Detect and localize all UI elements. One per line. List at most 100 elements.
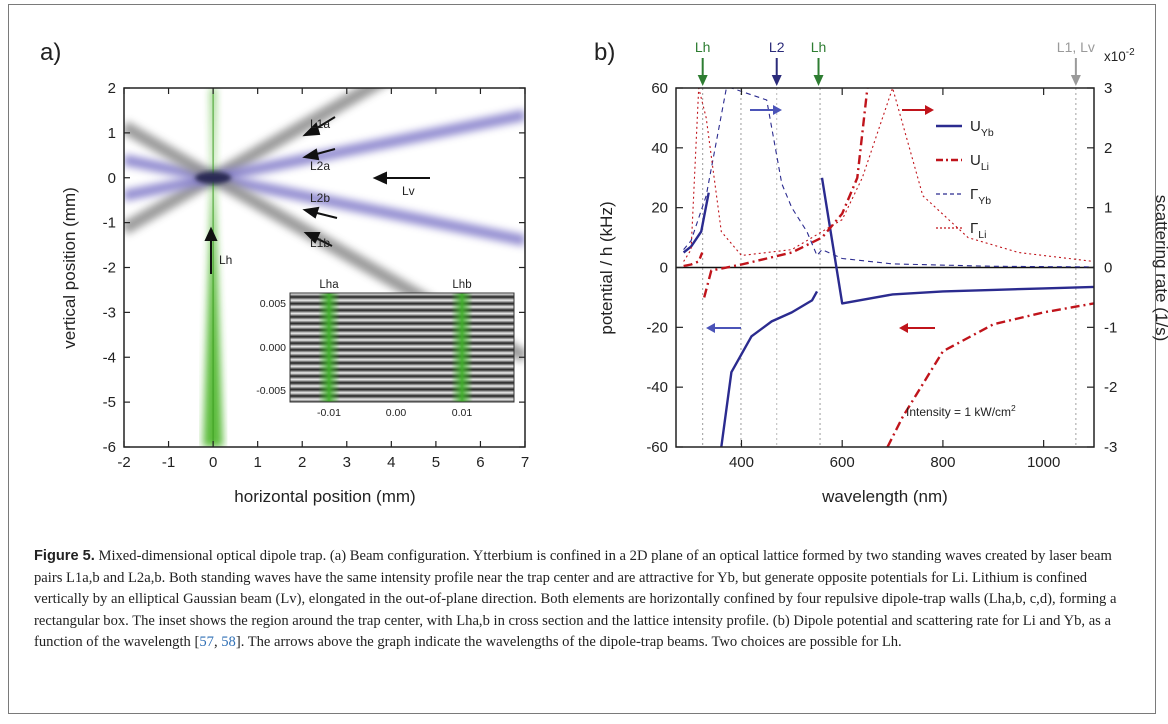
arrowhead: [1070, 75, 1081, 86]
y-tick-label: 0: [660, 260, 668, 277]
wavelength-marker-label: Lh: [695, 39, 711, 55]
x-tick-label: -1: [162, 454, 175, 471]
y-tick-label: 0: [108, 170, 116, 187]
beam-label-lh: Lh: [219, 253, 232, 267]
beam-image: [124, 88, 525, 447]
y2-tick-label: 1: [1104, 200, 1112, 217]
arrowhead: [899, 323, 908, 333]
x-tick-label: 2: [298, 454, 306, 471]
arrowhead: [302, 206, 320, 219]
reference-link[interactable]: 58: [221, 634, 236, 650]
series-u_li: [886, 302, 1094, 447]
arrowhead: [771, 75, 782, 86]
inset-label-lha: Lha: [319, 279, 339, 291]
y2-tick-label: -1: [1104, 319, 1117, 336]
series-u_li: [683, 252, 704, 268]
y2-tick-label: 0: [1104, 260, 1112, 277]
y-tick-label: -20: [646, 319, 668, 336]
panel-b-xlabel: wavelength (nm): [821, 487, 948, 506]
panel-a-xlabel: horizontal position (mm): [234, 487, 415, 506]
panel-b-label: b): [594, 39, 615, 66]
beam-l1a-shape: [124, 88, 383, 235]
y-tick-label: -3: [103, 304, 116, 321]
x-tick-label: 5: [432, 454, 440, 471]
series-u_yb: [682, 192, 710, 254]
y2-tick-label: -3: [1104, 439, 1117, 456]
arrowhead: [303, 232, 321, 244]
y-tick-label: 40: [651, 140, 668, 157]
x-tick-label: 600: [830, 454, 855, 471]
legend-entry: UYb: [970, 118, 994, 139]
figure-caption: Figure 5. Mixed-dimensional optical dipo…: [34, 546, 1134, 654]
x-tick-label: 1000: [1027, 454, 1060, 471]
series-u_li: [703, 88, 869, 298]
arrowhead: [302, 148, 320, 161]
caption-figure-number: Figure 5.: [34, 548, 95, 564]
legend-entry: ΓLi: [970, 220, 986, 241]
arrowhead: [372, 171, 387, 185]
inset-ytick: 0.000: [260, 342, 286, 354]
arrowhead: [204, 226, 218, 241]
arrowhead: [925, 105, 934, 115]
inset-xtick: -0.01: [317, 407, 341, 419]
panel-a-label: a): [40, 39, 61, 66]
arrowhead: [302, 122, 321, 137]
reference-link[interactable]: 57: [199, 634, 214, 650]
y-tick-label: -1: [103, 215, 116, 232]
beam-label-l1a: L1a: [310, 117, 330, 131]
x-tick-label: 0: [209, 454, 217, 471]
series-u_yb: [820, 177, 1094, 305]
series-u_yb: [720, 290, 819, 447]
figure-canvas: a) -2 -1 0 1 2 3 4 5 6 7 2 1 0 -1 -2 -3 -4 -5 -6 Lha Lhb 0…: [40, 39, 1168, 506]
arrowhead: [813, 75, 824, 86]
caption-text: Mixed-dimensional optical dipole trap. (…: [34, 548, 1117, 650]
caption-separator: ,: [213, 634, 222, 650]
y-tick-label: 1: [108, 125, 116, 142]
panel-a-ylabel: vertical position (mm): [60, 187, 79, 349]
x-tick-label: 4: [387, 454, 395, 471]
x-tick-label: 3: [343, 454, 351, 471]
x-tick-label: 400: [729, 454, 754, 471]
wavelength-marker-label: L1, Lv: [1057, 39, 1095, 55]
y-tick-label: -2: [103, 260, 116, 277]
x-tick-label: 7: [521, 454, 529, 471]
arrowhead: [773, 105, 782, 115]
beam-label-lv: Lv: [402, 184, 415, 198]
wavelength-marker-label: Lh: [811, 39, 827, 55]
x-tick-label: 1: [253, 454, 261, 471]
y2-tick-label: 2: [1104, 140, 1112, 157]
legend: UYb ULi ΓYb ΓLi: [936, 118, 994, 241]
beam-label-l2a: L2a: [310, 159, 330, 173]
inset-xtick: 0.00: [386, 407, 407, 419]
right-axis-scale: x10-2: [1104, 47, 1135, 64]
panel-b-ylabel-left: potential / h (kHz): [597, 201, 616, 334]
y-tick-label: -5: [103, 394, 116, 411]
series-gamma_yb: [683, 88, 1094, 268]
legend-entry: ΓYb: [970, 186, 991, 207]
figure-frame: [8, 4, 1156, 714]
x-tick-label: 6: [476, 454, 484, 471]
inset-ytick: -0.005: [256, 385, 286, 397]
caption-text-end: ]. The arrows above the graph indicate t…: [235, 634, 902, 650]
inset-xtick: 0.01: [452, 407, 473, 419]
intensity-annotation: Intensity = 1 kW/cm2: [906, 403, 1016, 419]
x-tick-label: -2: [117, 454, 130, 471]
y-tick-label: -40: [646, 379, 668, 396]
beam-l2b-shape: [124, 154, 525, 246]
inset-label-lhb: Lhb: [452, 279, 471, 291]
y-tick-label: -6: [103, 439, 116, 456]
inset: [289, 292, 515, 403]
legend-entry: ULi: [970, 152, 989, 173]
y-tick-label: 20: [651, 200, 668, 217]
arrowhead: [697, 75, 708, 86]
trap-center: [195, 171, 232, 184]
arrowhead: [706, 323, 715, 333]
y-tick-label: -4: [103, 349, 116, 366]
y-tick-label: -60: [646, 439, 668, 456]
y-tick-label: 60: [651, 80, 668, 97]
inset-ytick: 0.005: [260, 298, 286, 310]
beam-label-l1b: L1b: [310, 236, 330, 250]
y2-tick-label: -2: [1104, 379, 1117, 396]
x-tick-label: 800: [930, 454, 955, 471]
beam-label-l2b: L2b: [310, 191, 330, 205]
